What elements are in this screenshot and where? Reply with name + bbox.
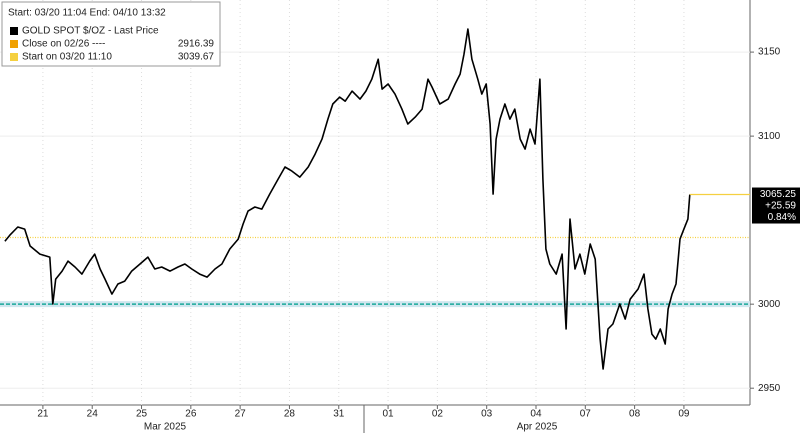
last-value-label: +25.59: [765, 201, 796, 212]
x-tick-label: 03: [481, 409, 493, 420]
legend-entry: Start on 03/20 11:10: [22, 52, 112, 63]
legend-entry: Close on 02/26 ----: [22, 39, 105, 50]
x-tick-label: 24: [87, 409, 99, 420]
last-value-label: 0.84%: [768, 212, 796, 223]
x-tick-label: 28: [284, 409, 296, 420]
x-tick-label: 01: [383, 409, 395, 420]
y-tick-label: 3150: [758, 47, 781, 58]
legend-header: Start: 03/20 11:04 End: 04/10 13:32: [8, 8, 166, 19]
y-tick-label: 3000: [758, 299, 781, 310]
x-tick-label: 02: [432, 409, 444, 420]
x-tick-label: 26: [185, 409, 197, 420]
legend-swatch: [10, 40, 18, 48]
month-label: Apr 2025: [517, 422, 558, 433]
last-value-box: [752, 187, 800, 224]
y-tick-label: 3100: [758, 131, 781, 142]
last-value-label: 3065.25: [760, 189, 797, 200]
legend-box: [1, 1, 221, 67]
x-tick-label: 07: [580, 409, 592, 420]
legend-swatch: [10, 53, 18, 61]
legend-entry: GOLD SPOT $/OZ - Last Price: [22, 26, 159, 37]
legend-value: 2916.39: [178, 39, 215, 50]
x-tick-label: 31: [333, 409, 345, 420]
legend: Start: 03/20 11:04 End: 04/10 13:32 GOLD …: [1, 1, 221, 67]
x-tick-label: 25: [136, 409, 148, 420]
x-tick-label: 21: [37, 409, 49, 420]
month-label: Mar 2025: [144, 422, 187, 433]
x-tick-label: 27: [235, 409, 247, 420]
x-tick-label: 08: [629, 409, 641, 420]
legend-value: 3039.67: [178, 52, 215, 63]
x-tick-label: 09: [678, 409, 690, 420]
price-line: [4, 28, 691, 370]
x-tick-label: 04: [530, 409, 542, 420]
legend-swatch: [10, 27, 18, 35]
y-tick-label: 2950: [758, 383, 781, 394]
